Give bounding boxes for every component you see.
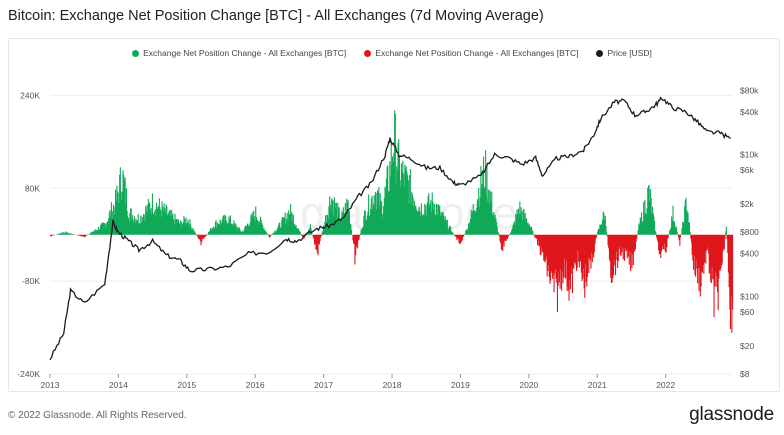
legend-label-net-positive: Exchange Net Position Change - All Excha… [143, 48, 347, 58]
chart-title: Bitcoin: Exchange Net Position Change [B… [8, 8, 544, 24]
y-right-tick-label: $2k [740, 199, 754, 209]
x-tick-label: 2019 [451, 380, 470, 390]
net-position-positive-area [55, 110, 727, 235]
y-right-tick-label: $400 [740, 249, 759, 259]
glassnode-logo: glassnode [689, 404, 774, 425]
legend-label-price: Price [USD] [607, 48, 652, 58]
x-tick-label: 2018 [383, 380, 402, 390]
chart-frame [8, 38, 780, 392]
legend-item-net-negative[interactable]: Exchange Net Position Change - All Excha… [364, 48, 578, 58]
legend-item-price[interactable]: Price [USD] [596, 48, 652, 58]
y-left-tick-label: -240K [17, 369, 40, 379]
y-right-tick-label: $60 [740, 307, 754, 317]
y-right-tick-label: $800 [740, 227, 759, 237]
x-tick-label: 2016 [246, 380, 265, 390]
x-tick-label: 2015 [177, 380, 196, 390]
legend-item-net-positive[interactable]: Exchange Net Position Change - All Excha… [132, 48, 346, 58]
x-tick-label: 2017 [314, 380, 333, 390]
y-right-tick-label: $20 [740, 341, 754, 351]
x-tick-label: 2014 [109, 380, 128, 390]
x-tick-label: 2013 [41, 380, 60, 390]
legend-black-dot-icon [596, 49, 604, 57]
x-tick-label: 2020 [519, 380, 538, 390]
y-right-tick-label: $80k [740, 85, 759, 95]
y-left-tick-label: 240K [20, 90, 40, 100]
y-left-tick-label: 80K [25, 183, 40, 193]
x-tick-label: 2022 [656, 380, 675, 390]
legend-red-dot-icon [364, 49, 372, 57]
y-right-tick-label: $6k [740, 165, 754, 175]
price-line [49, 96, 731, 361]
net-position-negative-area [50, 234, 734, 333]
legend-label-net-negative: Exchange Net Position Change - All Excha… [375, 48, 579, 58]
y-right-tick-label: $10k [740, 149, 759, 159]
y-right-tick-label: $100 [740, 291, 759, 301]
y-right-tick-label: $8 [740, 369, 750, 379]
x-tick-label: 2021 [588, 380, 607, 390]
y-left-tick-label: -80K [22, 276, 40, 286]
copyright-text: © 2022 Glassnode. All Rights Reserved. [8, 410, 187, 421]
chart-legend: Exchange Net Position Change - All Excha… [0, 48, 784, 58]
legend-green-dot-icon [132, 49, 140, 57]
y-right-tick-label: $40k [740, 107, 759, 117]
